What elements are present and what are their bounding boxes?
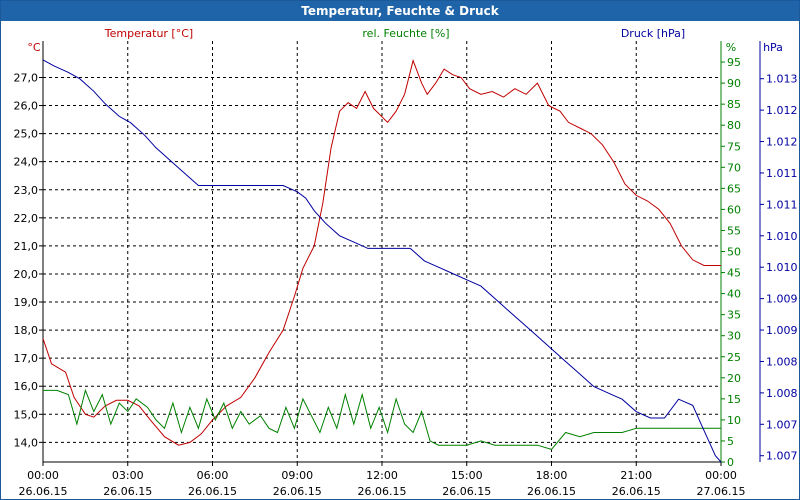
x-tick-time: 15:00	[451, 469, 483, 482]
y-left-tick-label: 16,0	[14, 380, 39, 393]
x-tick-date: 27.06.15	[697, 485, 746, 498]
y-left-unit: °C	[27, 41, 41, 54]
x-tick-time: 00:00	[705, 469, 737, 482]
y-left-tick-label: 21,0	[14, 240, 39, 253]
y-left-tick-label: 23,0	[14, 184, 39, 197]
y-right-unit: hPa	[763, 41, 783, 54]
x-tick-date: 26.06.15	[188, 485, 237, 498]
x-tick-time: 21:00	[620, 469, 652, 482]
chart-title: Temperatur, Feuchte & Druck	[1, 1, 799, 21]
y-mid-unit: %	[726, 41, 736, 54]
x-tick-date: 26.06.15	[527, 485, 576, 498]
x-tick-time: 09:00	[281, 469, 313, 482]
y-mid-tick-label: 40	[727, 288, 741, 301]
y-right-tick-label: 1.009	[766, 324, 798, 337]
y-mid-tick-label: 50	[727, 246, 741, 259]
legend-temperature: Temperatur [°C]	[104, 27, 193, 40]
y-right-tick-label: 1.013	[766, 73, 798, 86]
y-mid-tick-label: 70	[727, 161, 741, 174]
y-mid-tick-label: 10	[727, 414, 741, 427]
grid	[42, 41, 722, 462]
x-tick-date: 26.06.15	[103, 485, 152, 498]
y-mid-tick-label: 20	[727, 372, 741, 385]
x-tick-date: 26.06.15	[358, 485, 407, 498]
y-mid-tick-label: 25	[727, 351, 741, 364]
y-left-tick-label: 25,0	[14, 128, 39, 141]
y-left-tick-label: 22,0	[14, 212, 39, 225]
y-right-tick-label: 1.010	[766, 261, 798, 274]
y-mid-tick-label: 80	[727, 119, 741, 132]
x-tick-time: 18:00	[536, 469, 568, 482]
y-left-tick-label: 14,0	[14, 436, 39, 449]
y-left-tick-label: 26,0	[14, 100, 39, 113]
y-mid-tick-label: 30	[727, 330, 741, 343]
y-mid-tick-label: 65	[727, 182, 741, 195]
y-mid-tick-label: 75	[727, 140, 741, 153]
x-tick-time: 03:00	[112, 469, 144, 482]
y-right-tick-label: 1.010	[766, 230, 798, 243]
y-right-tick-label: 1.007	[766, 450, 798, 463]
y-right-tick-label: 1.007	[766, 418, 798, 431]
x-tick-time: 00:00	[27, 469, 59, 482]
y-mid-tick-label: 35	[727, 309, 741, 322]
y-right-tick-label: 1.008	[766, 355, 798, 368]
y-left-tick-label: 20,0	[14, 268, 39, 281]
y-right-tick-label: 1.011	[766, 198, 798, 211]
y-mid-tick-label: 0	[727, 456, 734, 469]
y-right-tick-label: 1.011	[766, 167, 798, 180]
legend-pressure: Druck [hPa]	[621, 27, 685, 40]
x-tick-date: 26.06.15	[612, 485, 661, 498]
y-mid-tick-label: 55	[727, 224, 741, 237]
x-tick-date: 26.06.15	[19, 485, 68, 498]
y-mid-tick-label: 60	[727, 203, 741, 216]
x-tick-time: 12:00	[366, 469, 398, 482]
axes	[39, 41, 764, 466]
y-mid-tick-label: 90	[727, 77, 741, 90]
tick-labels: 14,0 15,0 16,0 17,0 18,0 19,0 20,0 21,0 22,0 23,0…	[14, 56, 798, 498]
y-right-tick-label: 1.009	[766, 293, 798, 306]
y-right-tick-label: 1.012	[766, 136, 798, 149]
y-mid-tick-label: 15	[727, 393, 741, 406]
y-mid-tick-label: 5	[727, 435, 734, 448]
x-tick-date: 26.06.15	[273, 485, 322, 498]
legend-humidity: rel. Feuchte [%]	[362, 27, 449, 40]
x-tick-time: 06:00	[197, 469, 229, 482]
y-left-tick-label: 24,0	[14, 156, 39, 169]
y-left-tick-label: 17,0	[14, 352, 39, 365]
y-left-tick-label: 27,0	[14, 71, 39, 84]
y-mid-tick-label: 95	[727, 56, 741, 69]
y-left-tick-label: 18,0	[14, 324, 39, 337]
temperature-line	[42, 58, 721, 446]
series-lines	[42, 58, 722, 463]
y-mid-tick-label: 45	[727, 267, 741, 280]
y-right-tick-label: 1.008	[766, 387, 798, 400]
y-left-tick-label: 15,0	[14, 408, 39, 421]
x-tick-date: 26.06.15	[442, 485, 491, 498]
y-left-tick-label: 19,0	[14, 296, 39, 309]
humidity-line	[43, 388, 721, 450]
y-right-tick-label: 1.012	[766, 104, 798, 117]
y-mid-tick-label: 85	[727, 98, 741, 111]
pressure-line	[42, 59, 722, 463]
